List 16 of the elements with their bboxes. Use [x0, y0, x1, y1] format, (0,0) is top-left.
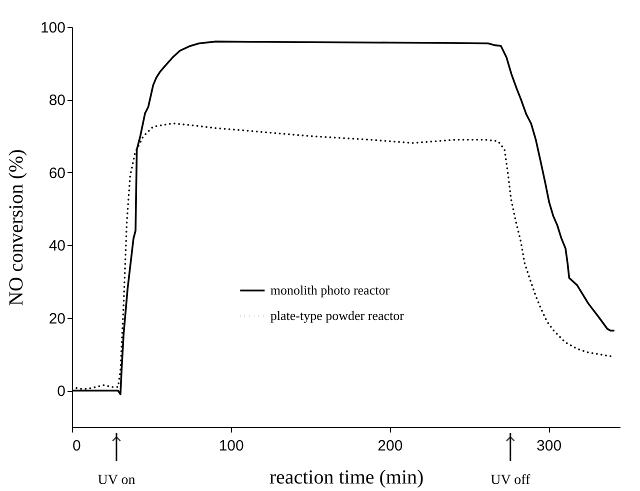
y-tick-label: 40 [48, 238, 66, 255]
annotation: UV on [98, 473, 136, 488]
legend-label: plate-type powder reactor [270, 308, 405, 323]
x-axis-title: reaction time (min) [269, 466, 424, 488]
y-tick-label: 60 [48, 164, 66, 182]
x-tick-label: 100 [218, 438, 244, 454]
y-tick-label: 20 [48, 310, 66, 328]
y-tick-label: 80 [48, 92, 66, 110]
y-tick-label: 100 [40, 20, 66, 36]
y-tick-label: 0 [57, 383, 66, 400]
legend-label: monolith photo reactor [270, 282, 390, 298]
x-tick-label: 300 [536, 438, 562, 454]
x-tick-label: 0 [72, 438, 81, 454]
annotation: UV off [490, 473, 531, 488]
x-tick-label: 200 [378, 438, 403, 454]
y-axis-title: NO conversion (%) [5, 149, 28, 306]
